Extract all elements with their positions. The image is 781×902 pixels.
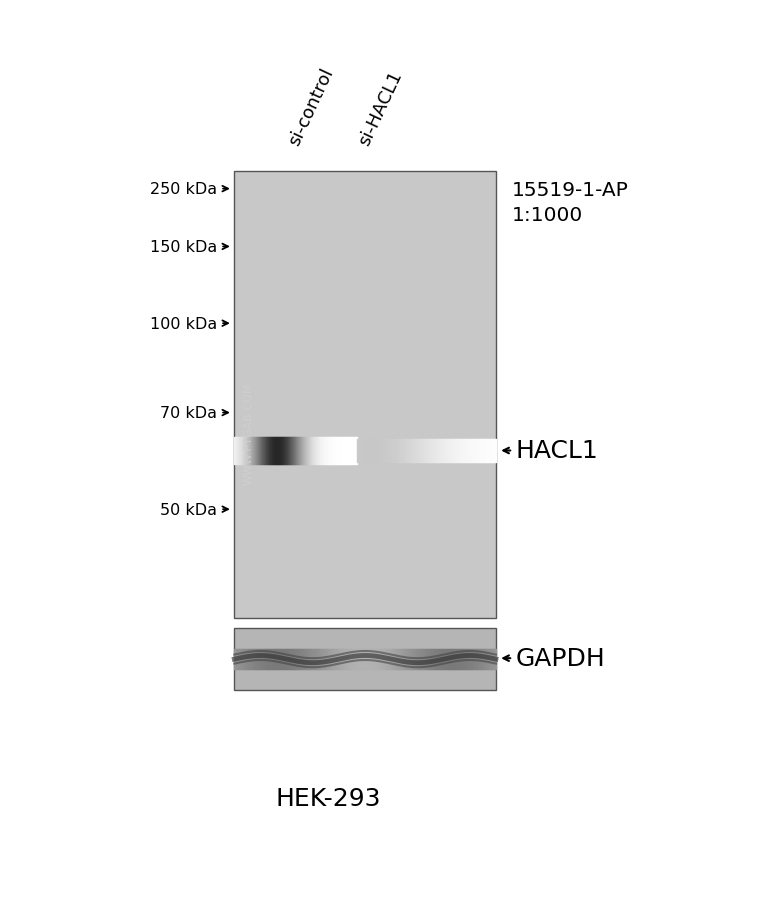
Text: 250 kDa: 250 kDa	[150, 182, 217, 197]
Bar	[234, 171, 496, 618]
Text: 50 kDa: 50 kDa	[160, 502, 217, 517]
Bar	[234, 629, 496, 690]
Text: si-HACL1: si-HACL1	[355, 69, 405, 149]
Text: GAPDH: GAPDH	[515, 647, 605, 670]
Text: HEK-293: HEK-293	[275, 787, 381, 810]
Text: 100 kDa: 100 kDa	[150, 317, 217, 331]
Text: HACL1: HACL1	[515, 439, 598, 463]
Text: 150 kDa: 150 kDa	[150, 240, 217, 254]
Text: si-control: si-control	[285, 66, 337, 149]
Text: WWW.PTGAB.COM: WWW.PTGAB.COM	[244, 382, 253, 484]
Text: 70 kDa: 70 kDa	[160, 406, 217, 420]
Text: 15519-1-AP
1:1000: 15519-1-AP 1:1000	[512, 181, 629, 225]
